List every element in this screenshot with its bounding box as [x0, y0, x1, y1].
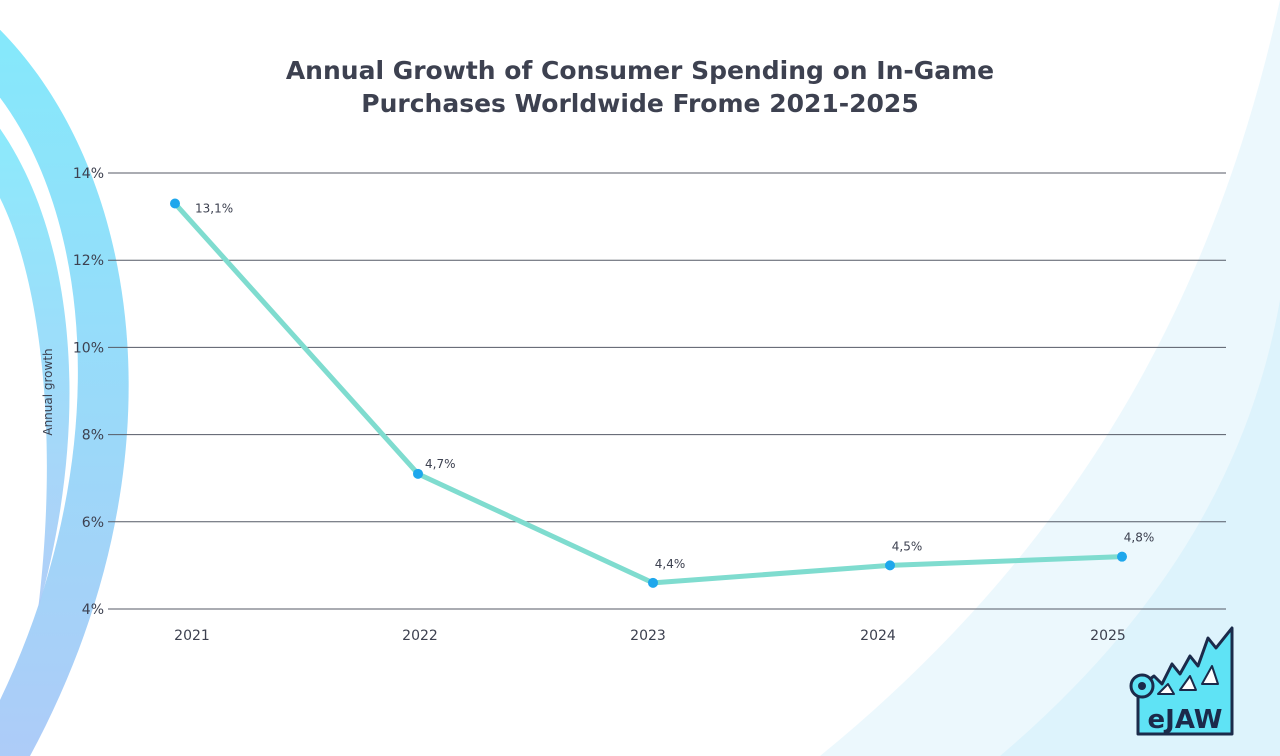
right-sweep-1 — [820, 0, 1280, 756]
x-tick-label: 2025 — [1090, 628, 1126, 644]
y-tick-layer: 4% 6% 8% 10% 12% 14% — [73, 166, 104, 618]
left-arc-inner — [0, 128, 70, 610]
x-tick-label: 2024 — [860, 628, 896, 644]
data-label-2025: 4,8% — [1124, 531, 1155, 545]
x-tick-label: 2022 — [402, 628, 438, 644]
y-tick-label: 8% — [82, 428, 104, 444]
data-label-2021: 13,1% — [195, 202, 233, 216]
data-point-2022 — [413, 468, 423, 479]
y-tick-label: 12% — [73, 253, 104, 269]
data-point-2025 — [1117, 551, 1127, 562]
x-tick-layer: 2021 2022 2023 2024 2025 — [174, 628, 1126, 644]
chart-title: Annual Growth of Consumer Spending on In… — [240, 54, 1040, 120]
data-point-2021 — [170, 198, 180, 209]
data-label-layer: 13,1% 4,7% 4,4% 4,5% 4,8% — [195, 202, 1154, 571]
data-label-2024: 4,5% — [892, 539, 923, 553]
y-tick-label: 6% — [82, 515, 104, 531]
data-point-2023 — [648, 577, 658, 588]
chart-title-line-2: Purchases Worldwide Frome 2021-2025 — [361, 89, 919, 118]
ejaw-logo: eJAW — [1129, 626, 1234, 736]
data-label-2023: 4,4% — [655, 557, 686, 571]
chart-title-line-1: Annual Growth of Consumer Spending on In… — [285, 56, 995, 85]
data-point-layer — [170, 198, 1127, 588]
left-arc-cut — [0, 97, 78, 700]
y-tick-label: 10% — [73, 340, 104, 356]
logo-jaw-shape — [1136, 626, 1234, 736]
x-tick-label: 2023 — [630, 628, 666, 644]
data-point-2024 — [885, 560, 895, 571]
grid-layer — [108, 172, 1226, 610]
y-tick-label: 14% — [73, 166, 104, 182]
data-label-2022: 4,7% — [425, 457, 456, 471]
x-tick-label: 2021 — [174, 628, 210, 644]
y-tick-label: 4% — [82, 602, 104, 618]
logo-text: eJAW — [1148, 705, 1223, 735]
